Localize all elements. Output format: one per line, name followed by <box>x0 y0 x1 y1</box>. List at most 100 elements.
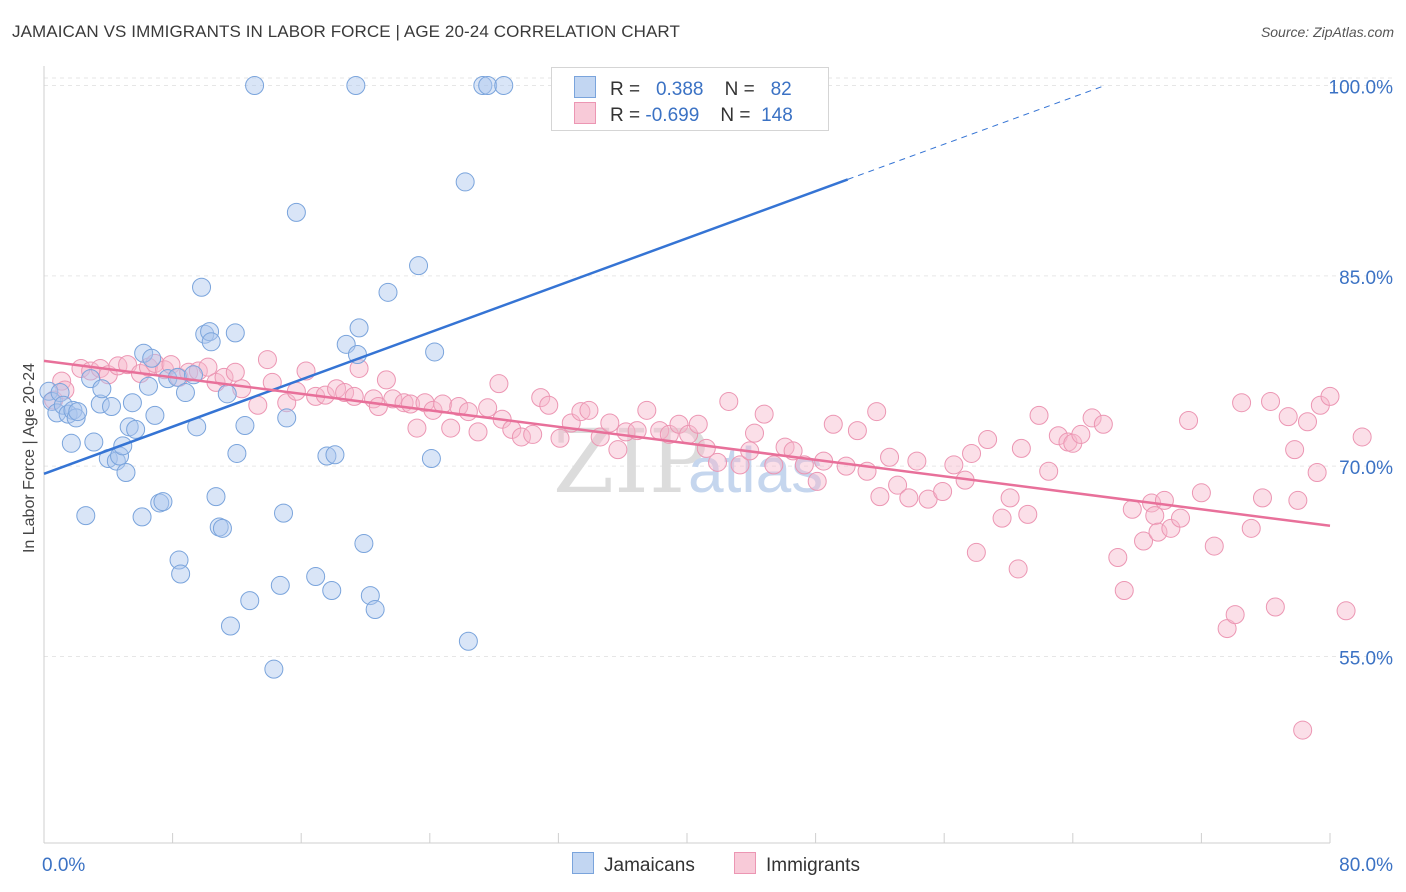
r-value: -0.699 <box>645 105 700 126</box>
jamaicans-trend-extension <box>847 85 1106 180</box>
immigrant-point <box>1179 410 1199 430</box>
jamaican-point <box>138 376 158 396</box>
jamaican-point <box>365 600 385 620</box>
jamaican-point <box>354 534 374 554</box>
jamaican-point <box>201 332 221 352</box>
immigrant-point <box>1082 408 1102 428</box>
immigrant-point <box>335 383 355 403</box>
y-tick-label: 70.0% <box>1339 458 1393 479</box>
immigrant-point <box>870 487 890 507</box>
jamaican-point <box>76 506 96 526</box>
x-tick-label: 80.0% <box>1339 855 1393 876</box>
immigrant-point <box>1307 462 1327 482</box>
immigrant-point <box>978 430 998 450</box>
r-label: R = <box>610 105 641 126</box>
immigrant-point <box>1108 548 1128 568</box>
y-tick-label: 55.0% <box>1339 648 1393 669</box>
immigrant-point <box>794 455 814 475</box>
immigrant-point <box>847 421 867 441</box>
immigrants-swatch <box>734 852 756 874</box>
immigrant-point <box>1352 427 1372 447</box>
immigrant-point <box>1134 531 1154 551</box>
immigrant-point <box>550 428 570 448</box>
immigrant-point <box>745 423 765 443</box>
jamaican-point <box>349 318 369 338</box>
immigrant-point <box>1114 580 1134 600</box>
jamaican-point <box>245 75 265 95</box>
jamaican-point <box>68 402 88 422</box>
immigrant-point <box>907 451 927 471</box>
legend-label-jamaicans: Jamaicans <box>604 855 695 876</box>
immigrant-point <box>688 414 708 434</box>
jamaican-point <box>421 449 441 469</box>
jamaican-point <box>235 416 255 436</box>
jamaicans-trend-line <box>43 178 849 475</box>
immigrant-point <box>257 350 277 370</box>
immigrant-point <box>468 422 488 442</box>
source-label: Source: ZipAtlas.com <box>1260 24 1394 40</box>
immigrant-point <box>225 362 245 382</box>
immigrant-point <box>1265 597 1285 617</box>
jamaican-point <box>317 446 337 466</box>
r-value: 0.388 <box>655 79 704 100</box>
trend-lines <box>43 85 1331 528</box>
immigrant-point <box>1029 405 1049 425</box>
jamaican-point <box>53 395 73 415</box>
x-tick-label: 0.0% <box>42 855 85 876</box>
immigrant-point <box>407 418 427 438</box>
immigrant-point <box>478 398 498 418</box>
jamaican-point <box>346 75 366 95</box>
immigrant-point <box>1000 488 1020 508</box>
immigrant-point <box>933 482 953 502</box>
immigrant-point <box>1148 522 1168 542</box>
jamaican-point <box>126 419 146 439</box>
immigrant-point <box>1071 424 1091 444</box>
jamaican-point <box>175 383 195 403</box>
immigrant-point <box>1093 414 1113 434</box>
immigrant-point <box>1232 393 1252 413</box>
immigrant-point <box>867 402 887 422</box>
jamaican-point <box>270 575 290 595</box>
immigrant-point <box>730 455 750 475</box>
jamaican-point <box>209 517 229 537</box>
jamaican-point <box>169 550 189 570</box>
immigrant-point <box>880 447 900 467</box>
immigrant-point <box>579 400 599 420</box>
immigrant-point <box>55 380 75 400</box>
immigrant-point <box>764 455 784 475</box>
immigrant-point <box>1039 461 1059 481</box>
jamaican-point <box>150 493 170 513</box>
y-tick-label: 100.0% <box>1329 77 1394 98</box>
immigrant-point <box>1154 490 1174 510</box>
immigrant-point <box>836 456 856 476</box>
immigrant-point <box>1225 605 1245 625</box>
immigrant-point <box>1293 720 1313 740</box>
immigrant-point <box>1288 490 1308 510</box>
legend-row-jamaicans: R = 0.388 N = 82 <box>574 76 792 101</box>
jamaican-point <box>274 503 294 523</box>
jamaican-point <box>325 445 345 465</box>
jamaican-point <box>478 75 498 95</box>
immigrant-point <box>376 370 396 390</box>
immigrant-point <box>523 424 543 444</box>
jamaican-point <box>306 567 326 587</box>
chart-title: JAMAICAN VS IMMIGRANTS IN LABOR FORCE | … <box>12 22 680 41</box>
y-tick-label: 85.0% <box>1339 268 1393 289</box>
gridlines <box>44 77 1392 657</box>
legend-item-jamaicans[interactable]: Jamaicans <box>572 852 695 877</box>
immigrant-point <box>511 427 531 447</box>
jamaicans-swatch <box>574 76 596 98</box>
immigrant-point <box>1161 518 1181 538</box>
immigrant-point <box>571 402 591 422</box>
jamaican-point <box>153 492 173 512</box>
jamaican-point <box>455 172 475 192</box>
axes <box>43 66 1331 844</box>
immigrant-point <box>531 388 551 408</box>
immigrant-point <box>696 438 716 458</box>
immigrants-swatch <box>574 102 596 124</box>
immigrants-trend-line <box>43 359 1331 528</box>
immigrant-point <box>669 414 689 434</box>
legend-row-immigrants: R = -0.699 N = 148 <box>574 102 793 127</box>
legend-item-immigrants[interactable]: Immigrants <box>734 852 860 877</box>
